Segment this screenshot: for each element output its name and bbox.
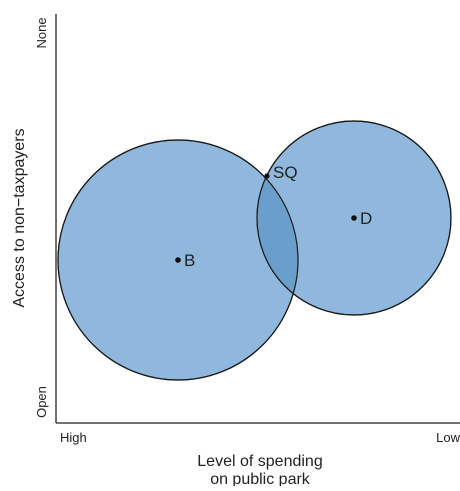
circle-b-outline xyxy=(57,139,299,381)
x-axis-title-line2: on public park xyxy=(210,471,311,486)
point-b-marker xyxy=(175,257,181,263)
x-tick-right: Low xyxy=(436,430,460,445)
y-tick-top: None xyxy=(34,17,49,48)
circle-d-outline xyxy=(256,120,452,316)
x-axis-title-line1: Level of spending xyxy=(197,453,322,470)
point-d-label: D xyxy=(360,209,372,228)
y-tick-bottom: Open xyxy=(34,386,49,418)
point-b-label: B xyxy=(184,251,195,270)
y-axis-title: Access to non−taxpayers xyxy=(11,128,28,307)
x-tick-left: High xyxy=(60,430,87,445)
point-sq-label: SQ xyxy=(273,163,298,182)
point-d-marker xyxy=(351,215,357,221)
point-sq-marker xyxy=(264,173,270,179)
